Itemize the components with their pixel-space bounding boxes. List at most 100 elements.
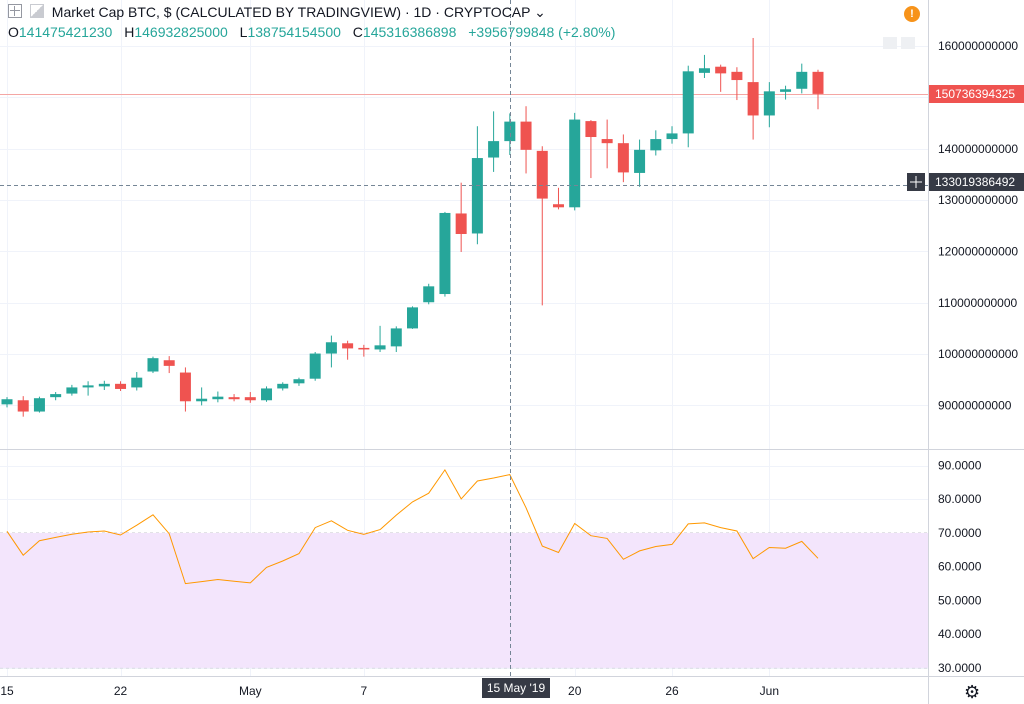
crosshair-marker xyxy=(907,173,925,191)
candle-body xyxy=(82,385,94,388)
candle xyxy=(715,64,727,92)
candle-body xyxy=(98,383,110,387)
candles xyxy=(1,37,824,417)
candle xyxy=(163,356,175,374)
close-value: 145316386898 xyxy=(362,24,457,40)
time-tick-label: 22 xyxy=(114,684,128,698)
candle xyxy=(650,130,662,156)
time-tick-label: Jun xyxy=(760,684,779,698)
candle-body xyxy=(812,71,824,94)
candle-body xyxy=(115,383,127,389)
candle-body xyxy=(585,121,597,138)
time-tick-label: 15 xyxy=(0,684,14,698)
time-tick-label: May xyxy=(239,684,262,698)
candle-body xyxy=(666,133,678,140)
candle xyxy=(115,381,127,392)
candle xyxy=(552,187,564,210)
candle-body xyxy=(325,342,337,354)
rsi-tick-label: 40.0000 xyxy=(938,627,982,641)
candle-body xyxy=(17,400,29,412)
candle xyxy=(131,372,143,391)
pane-close-icon[interactable] xyxy=(901,37,915,49)
candle-body xyxy=(277,383,289,389)
candle-body xyxy=(374,345,386,350)
candle-body xyxy=(131,377,143,388)
candle xyxy=(634,139,646,187)
candle xyxy=(293,377,305,386)
chart-header: Market Cap BTC, $ (CALCULATED BY TRADING… xyxy=(8,4,546,21)
rsi-tick-label: 70.0000 xyxy=(938,526,982,540)
pane-maximize-icon[interactable] xyxy=(883,37,897,49)
candle xyxy=(601,119,613,169)
candle xyxy=(277,382,289,391)
rsi-tick-label: 60.0000 xyxy=(938,560,982,574)
symbol-title[interactable]: Market Cap BTC, $ (CALCULATED BY TRADING… xyxy=(51,4,531,20)
candle-body xyxy=(536,150,548,199)
candle xyxy=(50,392,62,401)
candle-body xyxy=(471,158,483,234)
candle xyxy=(261,386,273,402)
time-tick-label: 7 xyxy=(360,684,367,698)
open-key: O xyxy=(8,24,19,40)
candle xyxy=(585,120,597,179)
candle xyxy=(536,146,548,306)
candle xyxy=(66,384,78,396)
gear-icon[interactable]: ⚙ xyxy=(964,682,981,702)
candle xyxy=(179,367,191,412)
last-price-label: 150736394325 xyxy=(929,85,1024,103)
candle xyxy=(407,306,418,329)
candle xyxy=(488,111,500,172)
chevron-down-icon[interactable]: ⌄ xyxy=(534,4,546,20)
candle-body xyxy=(682,71,694,134)
price-tick-label: 110000000000 xyxy=(938,296,1018,310)
candle-body xyxy=(147,358,159,372)
candle-body xyxy=(731,71,743,81)
candle-body xyxy=(634,149,646,173)
rsi-tick-label: 80.0000 xyxy=(938,492,982,506)
price-grid xyxy=(0,0,928,449)
rsi-axis[interactable]: 30.0000 40.0000 50.0000 60.0000 70.0000 80.00… xyxy=(938,459,982,675)
candle-body xyxy=(552,204,564,208)
rsi-line xyxy=(6,468,819,585)
time-tick-label: 20 xyxy=(568,684,582,698)
candle xyxy=(196,387,208,406)
candle-body xyxy=(261,388,273,401)
close-key: C xyxy=(352,24,363,40)
crosshair-price-label: 133019386492 xyxy=(929,173,1024,191)
high-value: 146932825000 xyxy=(134,24,228,40)
candle-body xyxy=(601,139,613,144)
candle-body xyxy=(358,347,370,350)
price-tick-label: 140000000000 xyxy=(938,142,1018,156)
low-key: L xyxy=(239,24,248,40)
high-key: H xyxy=(124,24,135,40)
candle-body xyxy=(796,71,808,89)
open-value: 141475421230 xyxy=(18,24,113,40)
candle xyxy=(439,211,451,297)
candle xyxy=(763,82,775,128)
collapse-icon[interactable] xyxy=(8,4,22,18)
ohlc-legend: O141475421230 H146932825000 L13875415450… xyxy=(8,24,623,40)
candle-body xyxy=(244,397,256,401)
time-axis[interactable]: 15 22 May 7 20 26 Jun xyxy=(0,684,779,698)
candle xyxy=(342,340,354,360)
candle xyxy=(212,391,224,403)
candle xyxy=(617,134,629,183)
candle xyxy=(731,67,743,101)
candle xyxy=(666,126,678,144)
candle-body xyxy=(212,396,224,400)
candle-body xyxy=(698,68,710,73)
info-icon[interactable]: ! xyxy=(904,6,920,22)
candle xyxy=(325,335,337,368)
rsi-tick-label: 30.0000 xyxy=(938,661,982,675)
pane-buttons xyxy=(883,36,919,54)
rsi-tick-label: 50.0000 xyxy=(938,593,982,607)
candle xyxy=(520,106,532,174)
candle-body xyxy=(309,353,321,379)
candle xyxy=(82,381,94,396)
candle-body xyxy=(390,328,402,347)
candle-body xyxy=(504,121,516,142)
candle-body xyxy=(747,82,759,116)
candle xyxy=(1,397,13,408)
rsi-band xyxy=(0,532,928,668)
